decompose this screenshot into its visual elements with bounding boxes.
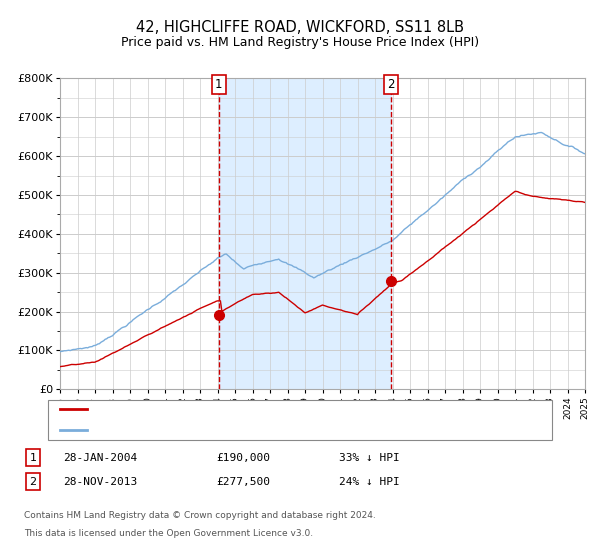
Text: £190,000: £190,000 — [216, 452, 270, 463]
Text: 2: 2 — [388, 78, 395, 91]
Text: 1: 1 — [215, 78, 223, 91]
Text: 28-NOV-2013: 28-NOV-2013 — [63, 477, 137, 487]
Text: This data is licensed under the Open Government Licence v3.0.: This data is licensed under the Open Gov… — [24, 529, 313, 538]
Text: 42, HIGHCLIFFE ROAD, WICKFORD, SS11 8LB (detached house): 42, HIGHCLIFFE ROAD, WICKFORD, SS11 8LB … — [93, 404, 421, 414]
Text: Contains HM Land Registry data © Crown copyright and database right 2024.: Contains HM Land Registry data © Crown c… — [24, 511, 376, 520]
Text: 33% ↓ HPI: 33% ↓ HPI — [339, 452, 400, 463]
Text: 1: 1 — [29, 452, 37, 463]
Text: 42, HIGHCLIFFE ROAD, WICKFORD, SS11 8LB: 42, HIGHCLIFFE ROAD, WICKFORD, SS11 8LB — [136, 20, 464, 35]
Text: HPI: Average price, detached house, Basildon: HPI: Average price, detached house, Basi… — [93, 425, 331, 435]
Text: Price paid vs. HM Land Registry's House Price Index (HPI): Price paid vs. HM Land Registry's House … — [121, 36, 479, 49]
Text: 28-JAN-2004: 28-JAN-2004 — [63, 452, 137, 463]
Text: £277,500: £277,500 — [216, 477, 270, 487]
Bar — [219, 78, 391, 389]
Text: 2: 2 — [29, 477, 37, 487]
Text: 24% ↓ HPI: 24% ↓ HPI — [339, 477, 400, 487]
